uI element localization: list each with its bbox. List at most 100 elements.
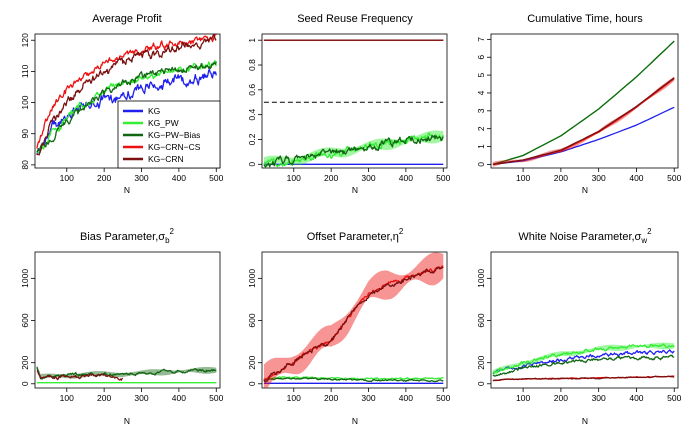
y-tick-label: 0 [247, 381, 257, 386]
x-tick-label: 300 [134, 173, 148, 183]
y-tick-label: 600 [247, 313, 257, 327]
x-axis-label: N [124, 185, 130, 195]
legend-label-kg-crn-cs: KG−CRN−CS [148, 142, 201, 152]
x-axis-label: N [582, 416, 588, 426]
series-line-kg-pw-bias [263, 134, 444, 168]
series-group [263, 252, 444, 388]
x-tick-label: 500 [667, 393, 681, 403]
x-tick-label: 300 [592, 393, 606, 403]
series-line-kg-pw [492, 40, 675, 166]
y-tick-label: 110 [20, 64, 30, 78]
y-tick-label: 80 [20, 160, 30, 170]
y-tick-label: 0.6 [247, 84, 257, 96]
series-line-kg-pw-bias [492, 354, 675, 377]
series-line-kg-crn-cs [36, 33, 217, 149]
series-line-kg-pw [492, 343, 675, 374]
series-line-kg-pw-bias [36, 366, 217, 380]
y-tick-label: 90 [20, 129, 30, 139]
panel-title: White Noise Parameter,σw2 [518, 227, 652, 245]
plot-frame [34, 251, 221, 389]
y-tick-label: 200 [20, 355, 30, 369]
axis-ticks: 100 200 300 400 500 0 200 600 1000 [476, 269, 682, 403]
series-line-kg-crn [492, 375, 675, 382]
y-tick-label: 0.2 [247, 133, 257, 145]
x-tick-label: 100 [60, 173, 74, 183]
axis-ticks: 100 200 300 400 500 0 200 600 1000 [247, 269, 451, 403]
panel-avg-profit: Average Profit 100 200 300 400 500 80 90 100 110… [20, 13, 224, 195]
x-tick-label: 400 [172, 393, 186, 403]
x-tick-label: 500 [209, 173, 223, 183]
series-line-kg-pw-bias [492, 40, 675, 166]
axis-ticks: 100 200 300 400 500 0 1 2 3 4 5 6 7 [476, 37, 682, 183]
series-line-kg-pw-bias [263, 377, 444, 383]
series-line-kg [492, 106, 675, 166]
y-tick-label: 5 [476, 72, 486, 77]
series-line-kg-crn-cs [492, 78, 675, 166]
series-group [492, 40, 675, 167]
series-line-kg [492, 349, 675, 375]
y-tick-label: 600 [20, 313, 30, 327]
series-group [36, 33, 217, 156]
x-tick-label: 400 [172, 173, 186, 183]
y-tick-label: 3 [476, 108, 486, 113]
series-line-kg-crn [36, 370, 123, 381]
y-tick-label: 200 [476, 355, 486, 369]
series-line-kg-pw [263, 376, 444, 381]
legend-label-kg-pw-bias: KG−PW−Bias [148, 130, 200, 140]
legend-label-kg-crn: KG−CRN [148, 154, 184, 164]
y-tick-label: 1000 [476, 269, 486, 288]
series-line-kg-crn [263, 266, 444, 383]
x-tick-label: 100 [287, 393, 301, 403]
x-tick-label: 100 [516, 393, 530, 403]
x-tick-label: 200 [554, 393, 568, 403]
series-band-kg-crn-cs [263, 252, 444, 388]
x-tick-label: 300 [592, 173, 606, 183]
plot-frame [490, 33, 679, 169]
y-tick-label: 120 [20, 33, 30, 47]
y-tick-label: 200 [247, 355, 257, 369]
y-tick-label: 0.8 [247, 59, 257, 71]
y-tick-label: 1000 [20, 269, 30, 288]
x-axis-label: N [582, 185, 588, 195]
plot-frame [261, 33, 448, 169]
panel-bias-parameter: Bias Parameter,σb2 100 200 300 400 500 0 200 60… [20, 227, 224, 426]
series-line-kg-crn [36, 34, 217, 156]
y-tick-label: 0 [476, 381, 486, 386]
x-tick-label: 300 [134, 393, 148, 403]
panel-offset-parameter: Offset Parameter,η2 100 200 300 400 500 0 200 6… [247, 227, 451, 426]
x-tick-label: 100 [60, 393, 74, 403]
plot-frame [261, 251, 448, 389]
series-line-kg-crn [492, 77, 675, 166]
y-tick-label: 1000 [247, 269, 257, 288]
x-tick-label: 400 [399, 393, 413, 403]
axis-ticks: 100 200 300 400 500 0 200 600 1000 [20, 269, 224, 403]
panel-title: Seed Reuse Frequency [297, 13, 413, 25]
x-tick-label: 200 [554, 173, 568, 183]
legend-label-kg-pw: KG_PW [148, 118, 179, 128]
x-tick-label: 500 [436, 393, 450, 403]
x-tick-label: 200 [324, 173, 338, 183]
x-tick-label: 300 [361, 173, 375, 183]
x-axis-label: N [124, 416, 130, 426]
series-band-kg-pw-bias [36, 364, 217, 380]
x-tick-label: 200 [97, 173, 111, 183]
y-tick-label: 4 [476, 90, 486, 95]
x-tick-label: 100 [287, 173, 301, 183]
y-tick-label: 1 [247, 38, 257, 43]
panel-cumulative-time: Cumulative Time, hours 100 200 300 400 50001… [476, 13, 682, 195]
legend-label-kg: KG [148, 106, 160, 116]
axis-ticks: 100 200 300 400 500 0 0.2 0.4 0.6 0.8 1 [247, 38, 451, 183]
series-group [492, 342, 675, 382]
series-line-kg-pw-bias [36, 61, 217, 153]
y-tick-label: 7 [476, 37, 486, 42]
legend: KG KG_PW KG−PW−Bias KG−CRN−CS KG−CRN [117, 100, 221, 169]
y-tick-label: 600 [476, 313, 486, 327]
x-tick-label: 200 [324, 393, 338, 403]
y-tick-label: 2 [476, 126, 486, 131]
panel-title: Cumulative Time, hours [527, 13, 643, 25]
y-tick-label: 6 [476, 55, 486, 60]
y-tick-label: 0 [247, 162, 257, 167]
x-tick-label: 400 [629, 393, 643, 403]
x-tick-label: 400 [399, 173, 413, 183]
